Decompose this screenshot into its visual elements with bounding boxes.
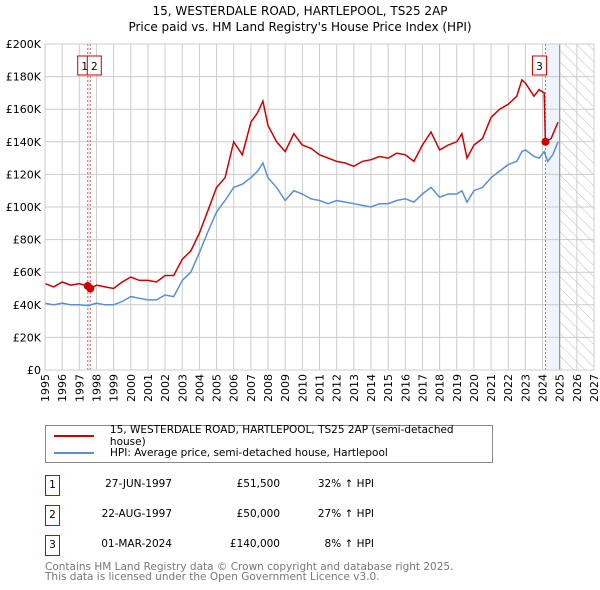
transaction-price: £50,000 (236, 508, 280, 520)
legend-item-property: 15, WESTERDALE ROAD, HARTLEPOOL, TS25 2A… (54, 424, 492, 448)
x-tick-label: 2001 (142, 374, 155, 402)
chart-subtitle: Price paid vs. HM Land Registry's House … (128, 20, 472, 34)
y-tick-label: £200K (6, 38, 42, 51)
legend-item-hpi: HPI: Average price, semi-detached house,… (54, 445, 388, 461)
x-tick-label: 2011 (314, 374, 327, 402)
transaction-point (541, 137, 550, 146)
transaction-number: 3 (45, 535, 60, 556)
x-tick-label: 2012 (331, 374, 344, 402)
legend-label-hpi: HPI: Average price, semi-detached house,… (110, 447, 388, 459)
transaction-label: 3 (536, 61, 543, 73)
x-tick-label: 1997 (73, 374, 86, 402)
transaction-hpi: 32% ↑ HPI (317, 478, 374, 490)
transaction-row: 2 22-AUG-1997 £50,000 27% ↑ HPI (45, 505, 505, 526)
transaction-label: 2 (91, 61, 98, 73)
x-tick-label: 2006 (228, 374, 241, 402)
transaction-number: 1 (45, 475, 60, 496)
y-tick-label: £0 (27, 364, 41, 377)
x-tick-label: 2022 (502, 374, 515, 402)
x-tick-label: 2015 (382, 374, 395, 402)
y-tick-label: £160K (6, 103, 42, 116)
x-tick-label: 1996 (56, 374, 69, 402)
x-tick-label: 2018 (434, 374, 447, 402)
property-price-line (44, 78, 559, 290)
x-tick-label: 2005 (211, 374, 224, 402)
transaction-label: 1 (81, 61, 88, 73)
x-tick-label: 2003 (176, 374, 189, 402)
x-tick-label: 2024 (537, 374, 550, 402)
x-tick-label: 2016 (399, 374, 412, 402)
x-tick-label: 2007 (245, 374, 258, 402)
transaction-price: £51,500 (236, 478, 280, 490)
x-tick-label: 1998 (90, 374, 103, 402)
transaction-label-box (531, 55, 547, 76)
x-tick-label: 2014 (365, 374, 378, 402)
transaction-point (86, 284, 95, 293)
transaction-hpi: 8% ↑ HPI (324, 538, 374, 550)
footer-copyright: Contains HM Land Registry data © Crown c… (45, 561, 454, 573)
x-tick-label: 1995 (39, 374, 52, 402)
x-tick-label: 2009 (279, 374, 292, 402)
legend: 15, WESTERDALE ROAD, HARTLEPOOL, TS25 2A… (45, 424, 493, 463)
x-tick-label: 2002 (159, 374, 172, 402)
plot-frame (44, 43, 595, 371)
transaction-row: 3 01-MAR-2024 £140,000 8% ↑ HPI (45, 535, 505, 556)
y-tick-label: £180K (6, 71, 42, 84)
x-tick-label: 2017 (416, 374, 429, 402)
x-tick-label: 2027 (588, 374, 600, 402)
chart-title: 15, WESTERDALE ROAD, HARTLEPOOL, TS25 2A… (152, 4, 448, 18)
transaction-hpi: 27% ↑ HPI (317, 508, 374, 520)
legend-swatch-property (54, 435, 94, 437)
x-tick-label: 1999 (108, 374, 121, 402)
y-tick-label: £80K (13, 234, 42, 247)
legend-swatch-hpi (54, 452, 94, 454)
x-tick-label: 2008 (262, 374, 275, 402)
x-tick-label: 2004 (193, 374, 206, 402)
y-tick-label: £120K (6, 168, 42, 181)
x-tick-label: 2000 (125, 374, 138, 402)
x-tick-label: 2013 (348, 374, 361, 402)
transaction-price: £140,000 (229, 538, 280, 550)
transaction-label-box (86, 55, 102, 76)
y-tick-label: £100K (6, 201, 42, 214)
legend-label-property: 15, WESTERDALE ROAD, HARTLEPOOL, TS25 2A… (109, 424, 454, 448)
y-tick-label: £140K (6, 136, 42, 149)
x-tick-label: 2023 (519, 374, 532, 402)
footer-licence: This data is licensed under the Open Gov… (45, 571, 380, 583)
x-tick-label: 2025 (554, 374, 567, 402)
y-tick-label: £40K (13, 299, 42, 312)
price-chart: 1995 1996 1997 1998 1999 2000 2001 2002 2003 2004… (6, 38, 600, 402)
y-tick-label: £60K (13, 266, 42, 279)
x-tick-label: 2021 (485, 374, 498, 402)
transaction-date: 27-JUN-1997 (105, 478, 172, 490)
x-tick-label: 2026 (571, 374, 584, 402)
x-tick-label: 2020 (468, 374, 481, 402)
x-tick-label: 2010 (296, 374, 309, 402)
hpi-line (44, 141, 559, 307)
transaction-date: 01-MAR-2024 (101, 538, 172, 550)
y-tick-label: £20K (13, 331, 42, 344)
x-tick-label: 2019 (451, 374, 464, 402)
transaction-row: 1 27-JUN-1997 £51,500 32% ↑ HPI (45, 475, 505, 496)
transaction-number: 2 (45, 505, 60, 526)
transaction-date: 22-AUG-1997 (101, 508, 172, 520)
